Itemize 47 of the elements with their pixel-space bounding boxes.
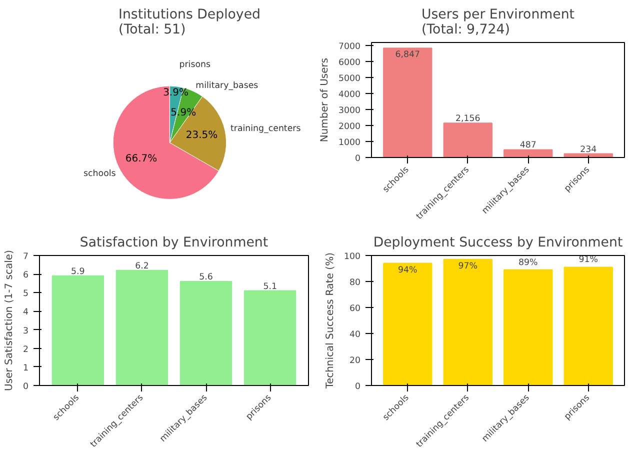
data-label: 23.5% bbox=[186, 130, 218, 142]
y-axis-title: User Satisfaction (1-7 scale) bbox=[4, 250, 15, 391]
data-label: 89% bbox=[518, 258, 538, 268]
y-tick-label: 6000 bbox=[338, 58, 360, 68]
y-tick-label: 40 bbox=[349, 330, 360, 340]
data-label: 97% bbox=[458, 261, 478, 272]
chart-title: Institutions Deployed (Total: 51) bbox=[118, 8, 260, 38]
data-label: 66.7% bbox=[125, 154, 158, 165]
y-tick-label: 1000 bbox=[338, 138, 360, 148]
data-label: 5.6 bbox=[199, 272, 213, 282]
y-tick-label: 2000 bbox=[338, 122, 360, 132]
y-tick-label: 7 bbox=[22, 252, 29, 262]
y-tick-label: 4 bbox=[22, 308, 29, 318]
slice-label: training_centers bbox=[230, 124, 302, 134]
data-label: 2,156 bbox=[455, 114, 480, 124]
y-tick-label: 7000 bbox=[338, 42, 360, 52]
y-tick-label: 2 bbox=[22, 344, 29, 355]
y-tick-label: 1 bbox=[22, 363, 29, 374]
y-tick-label: 5 bbox=[22, 289, 29, 300]
data-label: 5.9 bbox=[71, 266, 85, 277]
data-label: 6,847 bbox=[395, 50, 420, 60]
y-axis-title: Number of Users bbox=[319, 58, 330, 142]
y-tick-label: 20 bbox=[349, 356, 360, 366]
y-tick-label: 5000 bbox=[338, 74, 360, 84]
data-label: 5.1 bbox=[263, 282, 277, 292]
data-label: 3.9% bbox=[163, 88, 188, 99]
chart-title: Satisfaction by Environment bbox=[80, 236, 268, 250]
slice-label: military_bases bbox=[196, 81, 259, 92]
data-label: 487 bbox=[520, 140, 536, 151]
slice-label: prisons bbox=[179, 60, 211, 70]
data-label: 94% bbox=[398, 265, 418, 276]
data-label: 234 bbox=[580, 144, 598, 155]
data-label: 6.2 bbox=[135, 261, 149, 272]
y-tick-label: 0 bbox=[354, 154, 361, 164]
y-axis-title: Technical Success Rate (%) bbox=[324, 252, 336, 390]
y-tick-label: 80 bbox=[349, 278, 360, 288]
y-tick-label: 4000 bbox=[338, 90, 360, 100]
data-label: 91% bbox=[578, 255, 598, 266]
y-tick-label: 100 bbox=[344, 252, 361, 262]
y-tick-label: 0 bbox=[22, 382, 29, 392]
y-tick-label: 3000 bbox=[338, 106, 360, 116]
y-tick-label: 60 bbox=[349, 304, 360, 314]
chart-title: Users per Environment (Total: 9,724) bbox=[421, 8, 575, 38]
chart-title: Deployment Success by Environment bbox=[373, 236, 623, 250]
y-tick-label: 6 bbox=[22, 270, 29, 281]
y-tick-label: 0 bbox=[354, 382, 361, 392]
y-tick-label: 3 bbox=[22, 326, 29, 336]
